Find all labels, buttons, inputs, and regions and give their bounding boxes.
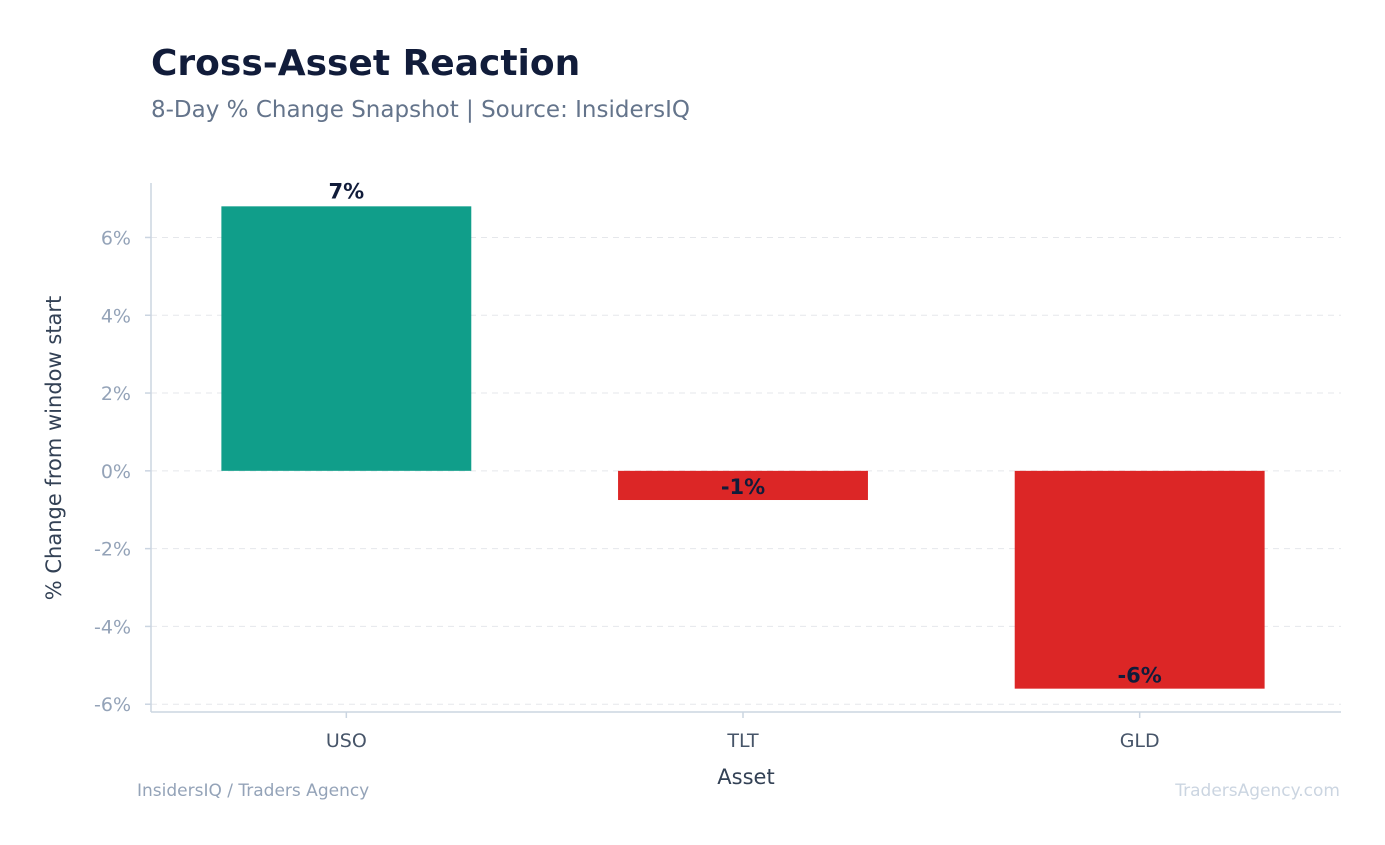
y-tick-label: -4% [94, 616, 131, 638]
y-axis-ticks: 6% 4% 2% 0% -2% -4% -6% [94, 227, 151, 716]
bar-value-label: 7% [329, 179, 365, 203]
y-tick-label: 0% [101, 461, 131, 483]
chart-title: Cross-Asset Reaction [151, 43, 580, 84]
bars [221, 206, 1265, 689]
y-tick-label: 6% [101, 227, 131, 249]
bar-value-label: -6% [1117, 664, 1161, 688]
x-tick-label: USO [326, 730, 367, 752]
bar-uso [221, 206, 472, 471]
bar-gld [1014, 470, 1265, 689]
footer-source: InsidersIQ / Traders Agency [137, 781, 369, 801]
y-tick-label: -2% [94, 539, 131, 561]
y-axis-title: % Change from window start [42, 296, 66, 601]
x-tick-label: GLD [1120, 730, 1160, 752]
x-axis-title: Asset [717, 765, 774, 789]
footer-website[interactable]: TradersAgency.com [1174, 781, 1340, 801]
x-axis-ticks: USO TLT GLD [326, 712, 1160, 752]
bar-labels: 7% -1% -6% [329, 179, 1162, 687]
bar-value-label: -1% [721, 475, 765, 499]
y-tick-label: -6% [94, 694, 131, 716]
y-tick-label: 2% [101, 383, 131, 405]
chart-subtitle: 8-Day % Change Snapshot | Source: Inside… [151, 97, 690, 123]
x-tick-label: TLT [726, 730, 759, 752]
y-tick-label: 4% [101, 305, 131, 327]
bar-tlt [618, 470, 868, 501]
